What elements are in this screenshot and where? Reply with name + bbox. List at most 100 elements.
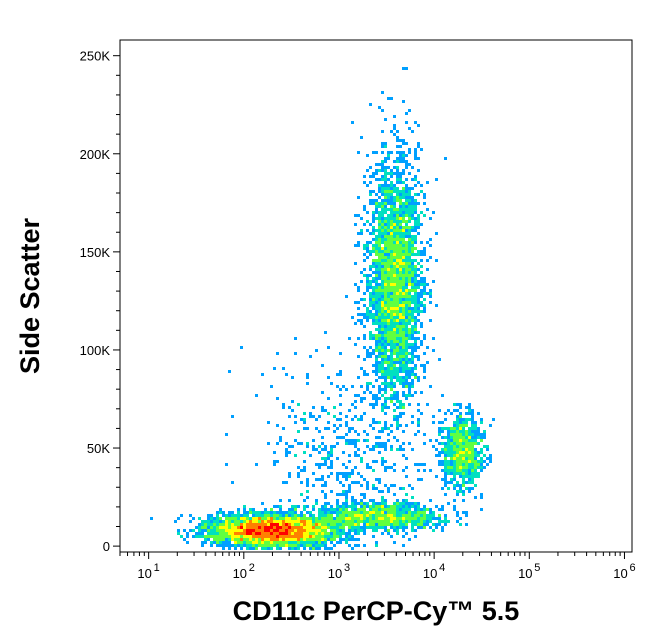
event-dot (402, 487, 405, 490)
event-dot (414, 307, 417, 310)
event-dot (321, 505, 324, 508)
event-dot (471, 430, 474, 433)
event-dot (438, 514, 441, 517)
event-dot (372, 232, 375, 235)
event-dot (375, 283, 378, 286)
event-dot (399, 343, 402, 346)
event-dot (375, 340, 378, 343)
event-dot (369, 253, 372, 256)
event-dot (393, 517, 396, 520)
event-dot (333, 406, 336, 409)
event-dot (390, 235, 393, 238)
event-dot (213, 532, 216, 535)
event-dot (375, 487, 378, 490)
event-dot (414, 178, 417, 181)
event-dot (330, 541, 333, 544)
event-dot (216, 535, 219, 538)
event-dot (420, 190, 423, 193)
event-dot (378, 295, 381, 298)
event-dot (276, 535, 279, 538)
event-dot (216, 529, 219, 532)
event-dot (360, 367, 363, 370)
event-dot (282, 544, 285, 547)
event-dot (372, 469, 375, 472)
event-dot (387, 235, 390, 238)
event-dot (285, 511, 288, 514)
event-dot (354, 505, 357, 508)
event-dot (354, 481, 357, 484)
event-dot (363, 370, 366, 373)
event-dot (264, 544, 267, 547)
event-dot (462, 499, 465, 502)
event-dot (375, 322, 378, 325)
event-dot (240, 520, 243, 523)
event-dot (417, 304, 420, 307)
event-dot (396, 259, 399, 262)
event-dot (372, 448, 375, 451)
event-dot (339, 538, 342, 541)
event-dot (462, 511, 465, 514)
event-dot (465, 421, 468, 424)
event-dot (423, 523, 426, 526)
event-dot (411, 241, 414, 244)
event-dot (354, 445, 357, 448)
event-dot (405, 352, 408, 355)
event-dot (285, 514, 288, 517)
event-dot (402, 160, 405, 163)
event-dot (444, 481, 447, 484)
event-dot (384, 226, 387, 229)
event-dot (285, 523, 288, 526)
event-dot (366, 283, 369, 286)
x-tick-label-base: 10 (137, 566, 151, 581)
event-dot (414, 319, 417, 322)
event-dot (201, 520, 204, 523)
event-dot (237, 514, 240, 517)
event-dot (483, 454, 486, 457)
event-dot (405, 160, 408, 163)
event-dot (324, 535, 327, 538)
event-dot (267, 421, 270, 424)
event-dot (273, 517, 276, 520)
event-dot (396, 196, 399, 199)
event-dot (396, 367, 399, 370)
event-dot (360, 520, 363, 523)
event-dot (411, 310, 414, 313)
event-dot (414, 511, 417, 514)
event-dot (378, 481, 381, 484)
event-dot (405, 256, 408, 259)
event-dot (390, 316, 393, 319)
event-dot (387, 439, 390, 442)
event-dot (414, 346, 417, 349)
event-dot (408, 385, 411, 388)
event-dot (456, 460, 459, 463)
event-dot (261, 529, 264, 532)
event-dot (354, 502, 357, 505)
event-dot (471, 448, 474, 451)
event-dot (339, 472, 342, 475)
event-dot (423, 514, 426, 517)
event-dot (444, 472, 447, 475)
event-dot (393, 541, 396, 544)
event-dot (468, 475, 471, 478)
event-dot (465, 433, 468, 436)
event-dot (405, 166, 408, 169)
event-dot (249, 532, 252, 535)
event-dot (279, 535, 282, 538)
event-dot (345, 523, 348, 526)
event-dot (288, 526, 291, 529)
event-dot (231, 526, 234, 529)
event-dot (246, 535, 249, 538)
event-dot (441, 463, 444, 466)
event-dot (459, 418, 462, 421)
event-dot (453, 466, 456, 469)
event-dot (294, 520, 297, 523)
event-dot (381, 253, 384, 256)
event-dot (333, 445, 336, 448)
event-dot (393, 316, 396, 319)
event-dot (372, 418, 375, 421)
event-dot (387, 523, 390, 526)
event-dot (396, 292, 399, 295)
event-dot (351, 526, 354, 529)
event-dot (375, 442, 378, 445)
event-dot (396, 355, 399, 358)
